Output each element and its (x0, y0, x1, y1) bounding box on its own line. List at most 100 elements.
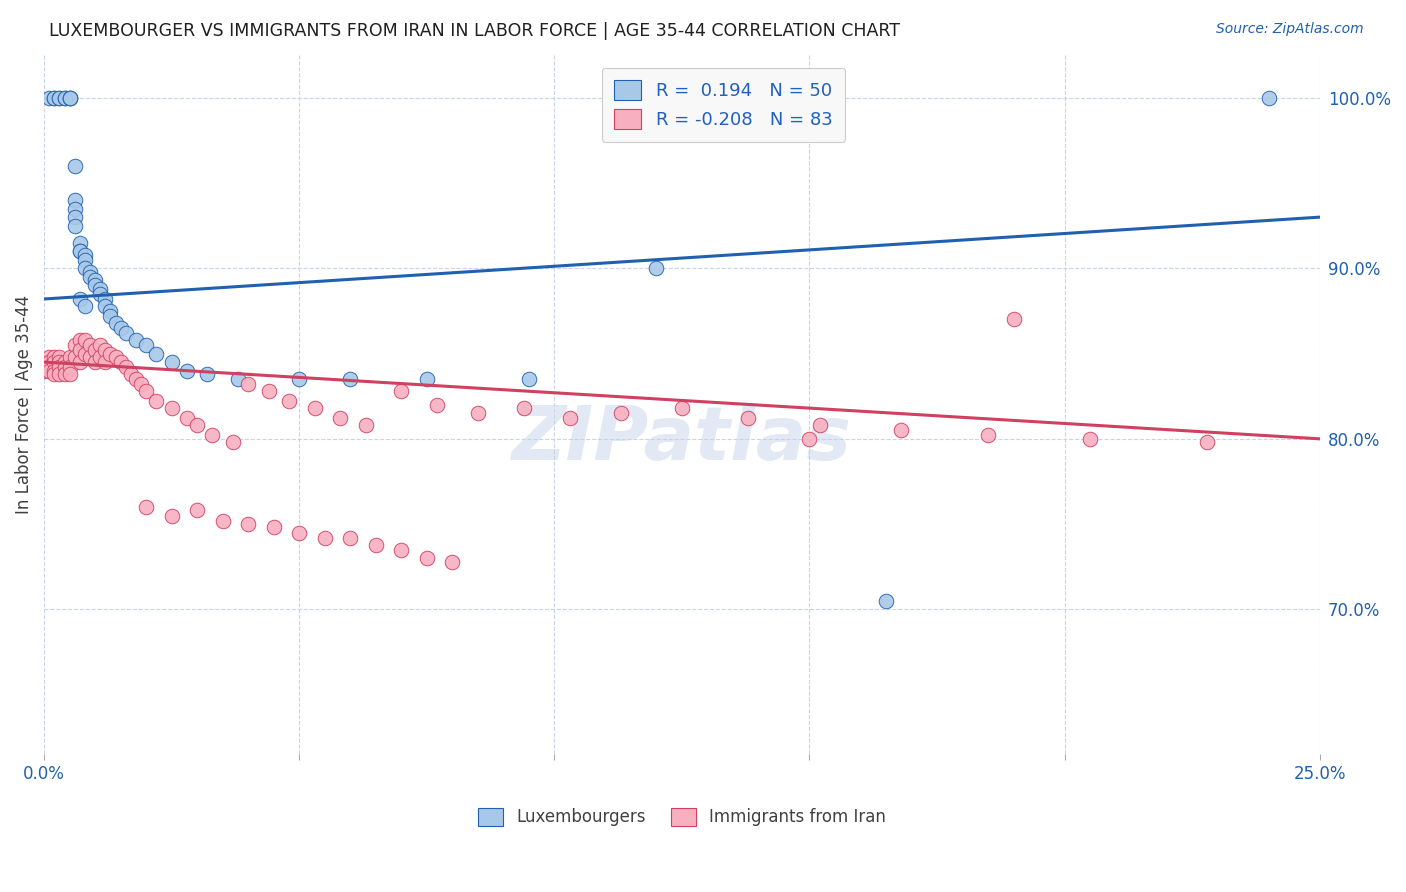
Point (135, 500, 157, 514)
Point (73, 346, 96, 360)
Point (94, 355, 117, 369)
Point (89, 286, 111, 301)
Point (737, 411, 759, 425)
Point (69, 355, 91, 369)
Point (890, 423, 912, 437)
Point (129, 377, 152, 392)
Point (135, 384, 157, 398)
Point (63, 210, 86, 224)
Point (186, 503, 208, 517)
Point (389, 384, 412, 398)
Point (63, 193, 86, 207)
Point (63, 159, 86, 173)
Point (53, 367, 76, 381)
Point (44, 91, 66, 105)
Point (48, 367, 70, 381)
Point (69, 244, 91, 259)
Point (48, 91, 70, 105)
Point (125, 333, 148, 347)
Point (69, 343, 91, 358)
Point (263, 520, 285, 534)
Point (38, 360, 60, 375)
Point (238, 377, 260, 392)
Point (32, 355, 55, 369)
Point (48, 360, 70, 375)
Point (63, 219, 86, 233)
Point (104, 316, 127, 330)
Point (59, 91, 82, 105)
Point (48, 91, 70, 105)
Point (441, 555, 464, 569)
Point (416, 372, 439, 386)
Point (53, 91, 76, 105)
Point (94, 292, 117, 306)
Point (808, 418, 831, 433)
Point (59, 350, 82, 364)
Point (799, 432, 821, 446)
Point (94, 299, 117, 313)
Point (211, 514, 233, 528)
Point (84, 355, 107, 369)
Point (38, 91, 60, 105)
Point (59, 360, 82, 375)
Point (44, 363, 66, 377)
Point (238, 517, 260, 532)
Point (79, 338, 101, 352)
Point (339, 531, 361, 545)
Point (176, 363, 198, 377)
Point (38, 355, 60, 369)
Point (59, 367, 82, 381)
Point (467, 406, 489, 420)
Point (329, 411, 352, 425)
Point (59, 91, 82, 105)
Text: LUXEMBOURGER VS IMMIGRANTS FROM IRAN IN LABOR FORCE | AGE 35-44 CORRELATION CHAR: LUXEMBOURGER VS IMMIGRANTS FROM IRAN IN … (49, 22, 900, 40)
Point (222, 435, 245, 450)
Point (69, 333, 91, 347)
Point (63, 202, 86, 216)
Text: ZIPatlas: ZIPatlas (512, 403, 852, 476)
Point (53, 355, 76, 369)
Point (48, 355, 70, 369)
Point (125, 372, 148, 386)
Point (364, 537, 387, 551)
Point (73, 333, 96, 347)
Point (875, 594, 897, 608)
Point (44, 350, 66, 364)
Point (73, 261, 96, 276)
Point (512, 401, 534, 416)
Text: Source: ZipAtlas.com: Source: ZipAtlas.com (1216, 22, 1364, 37)
Point (44, 91, 66, 105)
Point (201, 428, 224, 442)
Point (44, 367, 66, 381)
Point (73, 299, 96, 313)
Point (114, 326, 136, 340)
Point (59, 91, 82, 105)
Point (145, 394, 167, 409)
Point (314, 531, 336, 545)
Point (110, 355, 132, 369)
Point (73, 252, 96, 267)
Point (339, 372, 361, 386)
Point (79, 350, 101, 364)
Point (48, 350, 70, 364)
Point (114, 360, 136, 375)
Point (94, 343, 117, 358)
Point (354, 418, 377, 433)
Point (69, 235, 91, 250)
Point (38, 363, 60, 377)
Point (1257, 91, 1279, 105)
Point (104, 350, 127, 364)
Legend: Luxembourgers, Immigrants from Iran: Luxembourgers, Immigrants from Iran (471, 801, 893, 833)
Point (671, 401, 693, 416)
Point (517, 372, 540, 386)
Point (257, 384, 280, 398)
Point (278, 394, 301, 409)
Point (100, 346, 122, 360)
Point (120, 367, 142, 381)
Point (288, 525, 311, 540)
Point (176, 411, 198, 425)
Point (226, 372, 249, 386)
Point (84, 343, 107, 358)
Point (63, 350, 86, 364)
Point (79, 269, 101, 284)
